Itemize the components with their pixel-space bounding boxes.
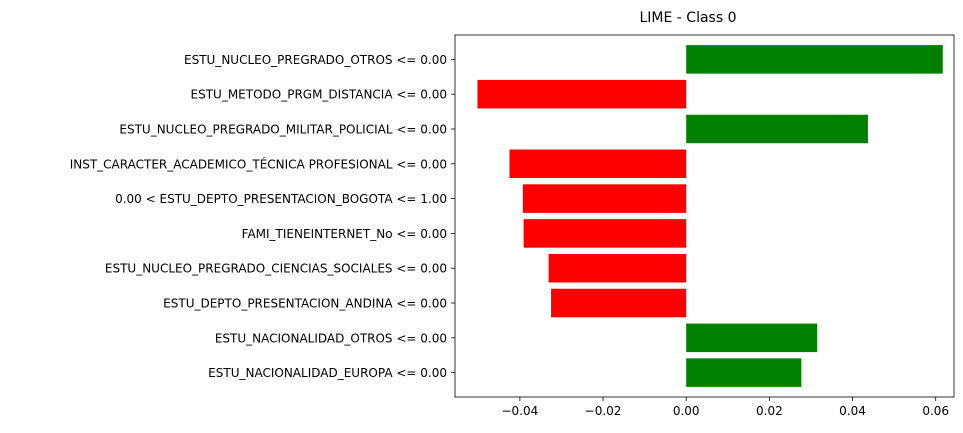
- bar-3: [509, 149, 687, 179]
- x-tick-label: 0.04: [839, 404, 866, 418]
- y-tick-label: ESTU_NUCLEO_PREGRADO_OTROS <= 0.00: [184, 53, 447, 67]
- y-tick-label: ESTU_DEPTO_PRESENTACION_ANDINA <= 0.00: [163, 297, 447, 311]
- chart-title: LIME - Class 0: [640, 10, 737, 26]
- y-tick-label: ESTU_NACIONALIDAD_EUROPA <= 0.00: [208, 366, 447, 380]
- plot-frame: [454, 34, 955, 398]
- bars-group: [477, 45, 943, 387]
- x-tick-label: −0.02: [585, 404, 622, 418]
- bar-6: [548, 253, 687, 283]
- bar-8: [686, 323, 818, 353]
- x-tick-label: 0.00: [673, 404, 700, 418]
- bar-7: [551, 288, 687, 318]
- bar-5: [523, 219, 687, 248]
- y-tick-label: ESTU_NUCLEO_PREGRADO_MILITAR_POLICIAL <=…: [119, 122, 447, 136]
- y-tick-label: ESTU_NUCLEO_PREGRADO_CIENCIAS_SOCIALES <…: [105, 262, 447, 276]
- bar-4: [522, 184, 687, 213]
- y-tick-label: ESTU_NACIONALIDAD_OTROS <= 0.00: [215, 331, 447, 345]
- bar-2: [686, 114, 868, 144]
- y-tick-label: ESTU_METODO_PRGM_DISTANCIA <= 0.00: [191, 88, 448, 102]
- bar-9: [686, 358, 802, 387]
- x-tick-label: 0.02: [756, 404, 783, 418]
- bar-1: [477, 79, 687, 109]
- y-tick-label: INST_CARACTER_ACADEMICO_TÉCNICA PROFESIO…: [70, 156, 447, 171]
- y-tick-label: FAMI_TIENEINTERNET_No <= 0.00: [242, 227, 447, 241]
- x-tick-label: 0.06: [922, 404, 949, 418]
- bar-0: [686, 45, 943, 74]
- y-tick-label: 0.00 < ESTU_DEPTO_PRESENTACION_BOGOTA <=…: [115, 192, 447, 206]
- x-tick-label: −0.04: [501, 404, 538, 418]
- x-ticks: −0.04 −0.02 0.00 0.02 0.04 0.06: [501, 397, 949, 418]
- y-tick-labels: ESTU_NUCLEO_PREGRADO_OTROS <= 0.00 ESTU_M…: [70, 53, 455, 380]
